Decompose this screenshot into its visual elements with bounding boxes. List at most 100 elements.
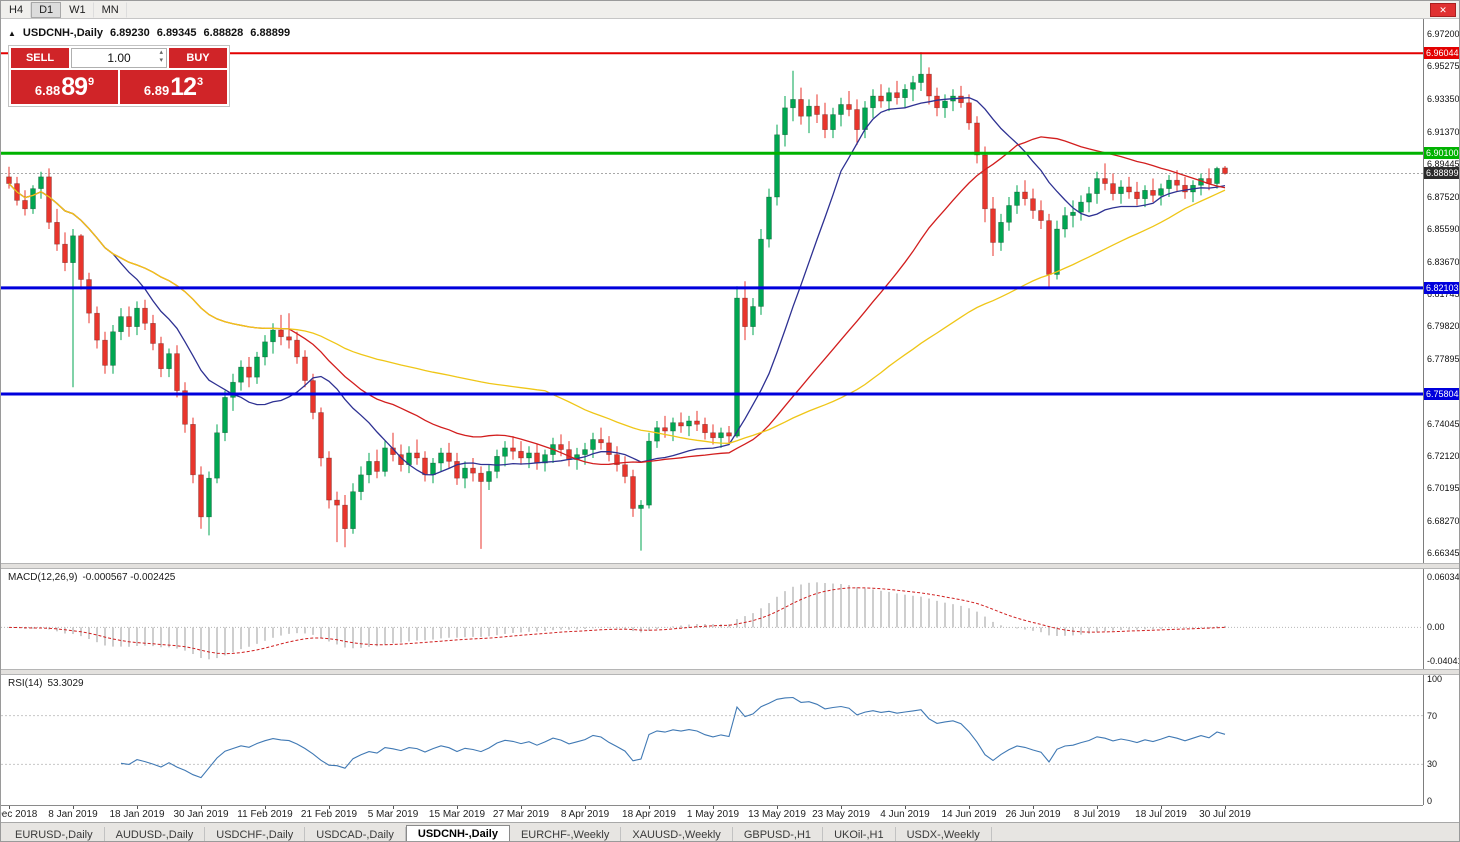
timeframe-button-h4[interactable]: H4 <box>1 1 32 18</box>
time-tick <box>1097 806 1098 809</box>
time-tick <box>201 806 202 809</box>
trade-panel-toggle-icon[interactable]: ▲ <box>8 28 16 38</box>
macd-axis-label: -0.040414 <box>1427 656 1459 667</box>
price-tick-label: 6.81745 <box>1427 288 1460 299</box>
sell-price-pipette: 9 <box>88 76 95 88</box>
macd-axis-label: 0.060342 <box>1427 571 1460 582</box>
price-tick-label: 6.83670 <box>1427 256 1460 267</box>
rsi-label: RSI(14) 53.3029 <box>8 678 84 689</box>
volume-increase-button[interactable]: ▴ <box>159 49 163 56</box>
date-label: 21 Feb 2019 <box>300 809 358 820</box>
sell-price-prefix: 6.88 <box>34 82 61 98</box>
date-label: 1 May 2019 <box>686 809 740 820</box>
overlay-ma-slow <box>8 183 1226 444</box>
price-tick-label: 6.89445 <box>1427 159 1460 170</box>
rsi-axis-label: 30 <box>1427 759 1438 770</box>
date-label: 14 Jun 2019 <box>941 809 997 820</box>
rsi-indicator-chart[interactable] <box>1 675 1423 805</box>
time-tick <box>1033 806 1034 809</box>
time-tick <box>905 806 906 809</box>
chart-tab-gbpusd[interactable]: GBPUSD-,H1 <box>733 827 824 841</box>
macd-indicator-chart[interactable] <box>1 569 1423 669</box>
chart-tab-usdchf[interactable]: USDCHF-,Daily <box>205 827 306 841</box>
time-tick <box>969 806 970 809</box>
volume-value: 1.00 <box>107 51 131 65</box>
date-label: 5 Mar 2019 <box>367 809 419 820</box>
chart-tab-eurchf[interactable]: EURCHF-,Weekly <box>510 827 622 841</box>
buy-price-button[interactable]: 6.89 12 3 <box>120 70 227 104</box>
time-axis[interactable]: 27 Dec 2018 8 Jan 2019 18 Jan 2019 30 Jan 2… <box>1 805 1423 822</box>
buy-price-prefix: 6.89 <box>143 82 170 98</box>
macd-axis-label: 0.00 <box>1427 622 1445 633</box>
buy-button[interactable]: BUY <box>169 48 227 68</box>
time-tick <box>521 806 522 809</box>
timeframe-button-d1[interactable]: D1 <box>31 1 62 18</box>
time-tick <box>585 806 586 809</box>
sell-price-pips: 89 <box>61 72 88 101</box>
chart-tab-xauusd[interactable]: XAUUSD-,Weekly <box>621 827 733 841</box>
time-tick <box>1161 806 1162 809</box>
price-tick-label: 6.87520 <box>1427 191 1460 202</box>
volume-input[interactable]: 1.00 ▴ ▾ <box>71 48 167 68</box>
price-tick-label: 6.79820 <box>1427 321 1460 332</box>
candlesticks <box>6 52 1228 551</box>
time-tick <box>841 806 842 809</box>
time-tick <box>713 806 714 809</box>
macd-name: MACD(12,26,9) <box>8 572 78 583</box>
rsi-axis-label: 100 <box>1427 674 1443 684</box>
date-label: 23 May 2019 <box>812 809 870 820</box>
ohlc-low: 6.88828 <box>203 27 244 39</box>
time-tick <box>457 806 458 809</box>
date-label: 13 May 2019 <box>748 809 806 820</box>
chart-tab-usdcad[interactable]: USDCAD-,Daily <box>305 827 406 841</box>
price-tick-label: 6.74045 <box>1427 418 1460 429</box>
date-label: 18 Apr 2019 <box>622 809 676 820</box>
chart-tab-usdcnh[interactable]: USDCNH-,Daily <box>405 825 510 841</box>
timeframe-button-mn[interactable]: MN <box>94 1 127 18</box>
time-tick <box>9 806 10 809</box>
date-label: 4 Jun 2019 <box>880 809 930 820</box>
macd-histogram <box>8 582 1226 660</box>
price-level-badge: 6.96044 <box>1424 47 1459 60</box>
close-button[interactable]: ✕ <box>1430 2 1456 17</box>
price-level-badge: 6.90100 <box>1424 147 1459 160</box>
chart-tabs-bar: EURUSD-,Daily AUDUSD-,Daily USDCHF-,Daily U… <box>1 822 1459 841</box>
rsi-value: 53.3029 <box>47 678 84 689</box>
panel-splitter[interactable] <box>1 563 1459 569</box>
date-label: 30 Jan 2019 <box>173 809 229 820</box>
rsi-axis-label: 0 <box>1427 796 1433 806</box>
sell-button[interactable]: SELL <box>11 48 69 68</box>
price-tick-label: 6.93350 <box>1427 93 1460 104</box>
date-label: 8 Jan 2019 <box>48 809 98 820</box>
chart-tab-usdx[interactable]: USDX-,Weekly <box>896 827 992 841</box>
date-label: 27 Mar 2019 <box>492 809 550 820</box>
overlay-ma-mid <box>8 136 1226 466</box>
ohlc-open: 6.89230 <box>110 27 150 39</box>
rsi-name: RSI(14) <box>8 678 43 689</box>
sell-price-button[interactable]: 6.88 89 9 <box>11 70 118 104</box>
chart-tab-audusd[interactable]: AUDUSD-,Daily <box>105 827 206 841</box>
chart-tab-eurusd[interactable]: EURUSD-,Daily <box>4 827 105 841</box>
symbol-period-label: USDCNH-,Daily <box>22 27 103 39</box>
date-label: 27 Dec 2018 <box>1 809 38 820</box>
date-label: 8 Jul 2019 <box>1073 809 1121 820</box>
price-tick-label: 6.85590 <box>1427 224 1460 235</box>
one-click-trading-panel: SELL 1.00 ▴ ▾ BUY 6.88 89 9 6.89 12 3 <box>8 45 230 107</box>
buy-price-pipette: 3 <box>197 76 204 88</box>
price-tick-label: 6.77895 <box>1427 353 1460 364</box>
date-label: 18 Jul 2019 <box>1135 809 1187 820</box>
volume-decrease-button[interactable]: ▾ <box>159 57 163 64</box>
timeframe-buttons: H4 D1 W1 MN <box>1 1 127 18</box>
ohlc-high: 6.89345 <box>156 27 197 39</box>
price-chart[interactable] <box>1 19 1423 563</box>
panel-splitter[interactable] <box>1 669 1459 675</box>
time-tick <box>137 806 138 809</box>
chart-tab-ukoil[interactable]: UKOil-,H1 <box>823 827 896 841</box>
time-tick <box>393 806 394 809</box>
price-tick-label: 6.72120 <box>1427 450 1460 461</box>
time-tick <box>649 806 650 809</box>
rsi-line <box>120 696 1226 779</box>
timeframe-button-w1[interactable]: W1 <box>61 1 94 18</box>
time-tick <box>73 806 74 809</box>
price-axis[interactable]: 6.97200 6.95275 6.93350 6.91370 6.89445 6.875… <box>1423 19 1460 806</box>
